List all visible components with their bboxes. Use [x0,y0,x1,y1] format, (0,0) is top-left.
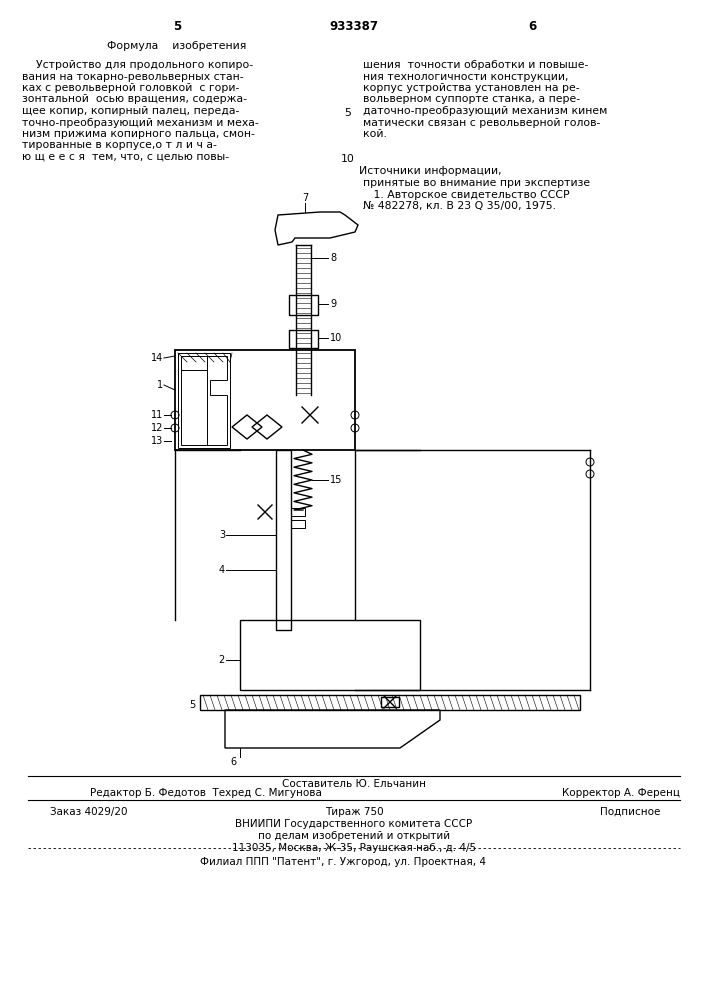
Text: 5: 5 [189,700,195,710]
Text: принятые во внимание при экспертизе: принятые во внимание при экспертизе [363,178,590,188]
Text: 13: 13 [151,436,163,446]
Bar [175,350,355,450]
Text: 7: 7 [302,193,308,203]
Text: вольверном суппорте станка, а пере-: вольверном суппорте станка, а пере- [363,95,580,104]
Text: Составитель Ю. Ельчанин: Составитель Ю. Ельчанин [282,779,426,789]
Text: зонтальной  осью вращения, содержа-: зонтальной осью вращения, содержа- [22,95,247,104]
Bar [291,508,305,516]
Text: 113035, Москва, Ж-35, Раушская наб., д. 4/5: 113035, Москва, Ж-35, Раушская наб., д. … [232,843,476,853]
Text: Формула    изобретения: Формула изобретения [107,41,247,51]
Text: Подписное: Подписное [600,807,660,817]
Text: Корректор А. Ференц: Корректор А. Ференц [562,788,680,798]
Text: 6: 6 [528,19,536,32]
Bar [289,295,318,315]
Bar [200,695,580,710]
Text: по делам изобретений и открытий: по делам изобретений и открытий [258,831,450,841]
Text: вания на токарно-револьверных стан-: вания на токарно-револьверных стан- [22,72,244,82]
Text: 9: 9 [330,299,336,309]
Text: ю щ е е с я  тем, что, с целью повы-: ю щ е е с я тем, что, с целью повы- [22,152,229,162]
Polygon shape [181,356,227,445]
Text: 933387: 933387 [329,19,378,32]
Text: ВНИИПИ Государственного комитета СССР: ВНИИПИ Государственного комитета СССР [235,819,472,829]
Text: точно-преобразующий механизм и меха-: точно-преобразующий механизм и меха- [22,117,259,127]
Text: кой.: кой. [363,129,387,139]
Text: Редактор Б. Федотов  Техред С. Мигунова: Редактор Б. Федотов Техред С. Мигунова [90,788,322,798]
Text: 15: 15 [330,475,342,485]
Bar [289,330,318,348]
Text: № 482278, кл. В 23 Q 35/00, 1975.: № 482278, кл. В 23 Q 35/00, 1975. [363,201,556,211]
Text: 8: 8 [330,253,336,263]
Text: 10: 10 [330,333,342,343]
Bar [178,353,230,448]
Text: 1. Авторское свидетельство СССР: 1. Авторское свидетельство СССР [363,190,570,200]
Text: 5: 5 [344,108,351,118]
Text: шения  точности обработки и повыше-: шения точности обработки и повыше- [363,60,588,70]
Text: Заказ 4029/20: Заказ 4029/20 [50,807,127,817]
Text: 3: 3 [219,530,225,540]
Text: низм прижима копирного пальца, смон-: низм прижима копирного пальца, смон- [22,129,255,139]
Bar [381,697,399,707]
Bar [276,450,291,630]
Text: 11: 11 [151,410,163,420]
Text: 14: 14 [151,353,163,363]
Text: Тираж 750: Тираж 750 [325,807,383,817]
Text: матически связан с револьверной голов-: матически связан с револьверной голов- [363,117,600,127]
Text: корпус устройства установлен на ре-: корпус устройства установлен на ре- [363,83,580,93]
Text: тированные в корпусе,о т л и ч а-: тированные в корпусе,о т л и ч а- [22,140,217,150]
Text: 6: 6 [230,757,236,767]
Bar [240,620,420,690]
Text: ках с револьверной головкой  с гори-: ках с револьверной головкой с гори- [22,83,240,93]
Bar [291,520,305,528]
Text: 12: 12 [151,423,163,433]
Text: 2: 2 [218,655,225,665]
Text: 10: 10 [341,154,355,164]
Text: даточно-преобразующий механизм кинем: даточно-преобразующий механизм кинем [363,106,607,116]
Text: ния технологичности конструкции,: ния технологичности конструкции, [363,72,568,82]
Text: 4: 4 [219,565,225,575]
Text: Источники информации,: Источники информации, [358,166,501,176]
Text: Устройство для продольного копиро-: Устройство для продольного копиро- [22,60,253,70]
Text: 1: 1 [157,380,163,390]
Text: щее копир, копирный палец, переда-: щее копир, копирный палец, переда- [22,106,240,116]
Text: Филиал ППП "Патент", г. Ужгород, ул. Проектная, 4: Филиал ППП "Патент", г. Ужгород, ул. Про… [200,857,486,867]
Text: 5: 5 [173,19,181,32]
